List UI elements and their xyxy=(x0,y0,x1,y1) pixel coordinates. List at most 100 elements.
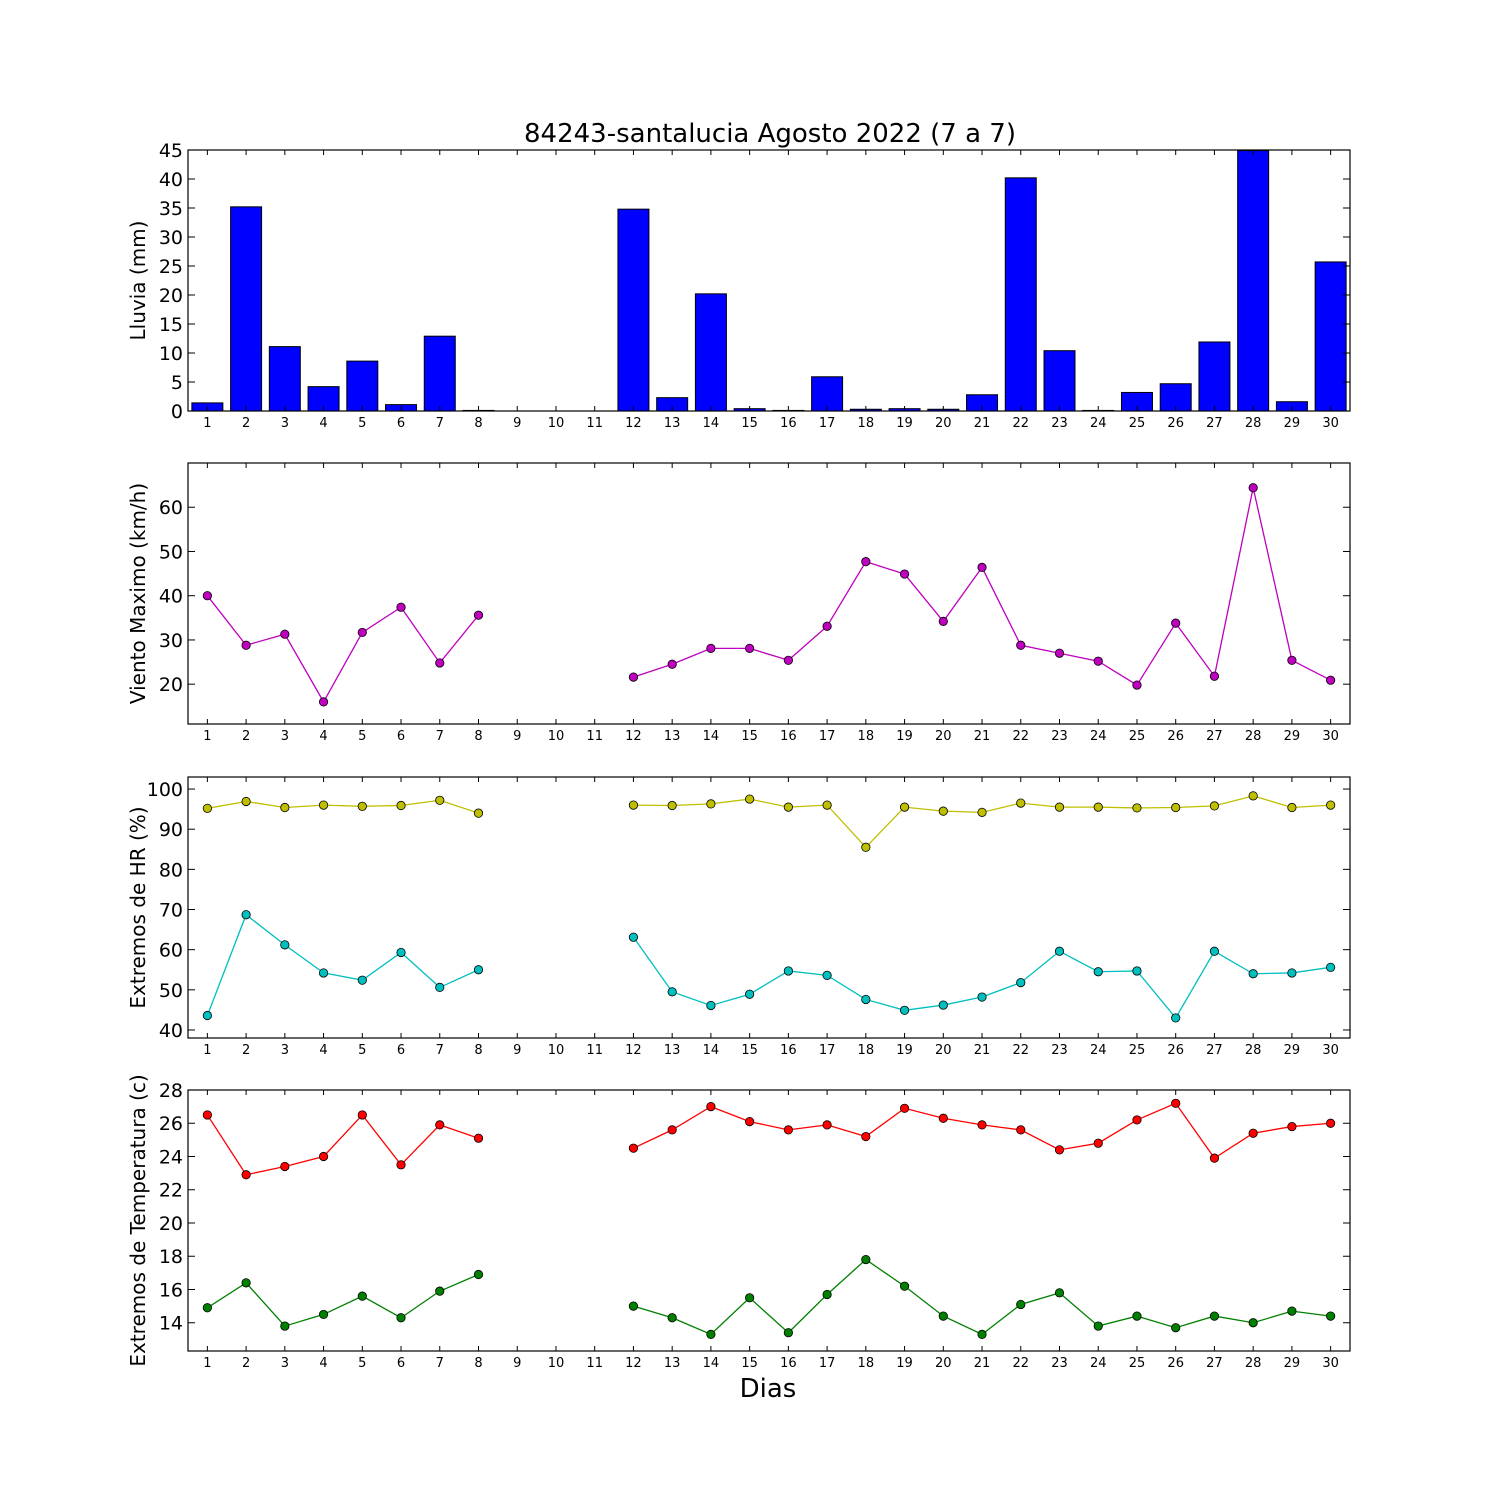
humidity-x-tick-label: 21 xyxy=(974,1043,991,1058)
temperature-x-tick-label: 19 xyxy=(896,1356,913,1371)
temperature-series-1-point xyxy=(357,1110,367,1120)
humidity-x-tick-label: 11 xyxy=(586,1043,603,1058)
humidity-y-tick-label: 100 xyxy=(147,779,183,801)
temperature-x-tick-label: 20 xyxy=(935,1356,952,1371)
humidity-series-2-point xyxy=(861,994,871,1005)
temperature-x-tick-label: 13 xyxy=(664,1356,681,1371)
humidity-series-1-point xyxy=(357,801,367,811)
rainfall-x-tick-label: 29 xyxy=(1284,416,1301,431)
temperature-series-1-point xyxy=(745,1116,755,1127)
humidity-series-1-point xyxy=(628,800,639,810)
wind-series-1-point xyxy=(1054,648,1065,658)
temperature-x-tick-label: 2 xyxy=(242,1356,250,1371)
rainfall-x-tick-label: 23 xyxy=(1051,416,1068,431)
temperature-x-tick-label: 28 xyxy=(1245,1356,1262,1371)
temperature-series-2-point xyxy=(241,1278,251,1288)
temperature-series-2-point xyxy=(1093,1321,1103,1331)
temperature-x-tick-label: 30 xyxy=(1322,1356,1339,1371)
humidity-series-2-point xyxy=(280,940,290,950)
wind-x-tick-label: 7 xyxy=(436,729,444,744)
humidity-x-tick-label: 22 xyxy=(1012,1043,1029,1058)
humidity-x-tick-label: 14 xyxy=(703,1043,720,1058)
humidity-series-2-point xyxy=(628,932,639,942)
humidity-series-1-point xyxy=(1248,791,1258,801)
temperature-series-2-point xyxy=(667,1313,677,1323)
humidity-x-tick-label: 9 xyxy=(513,1043,521,1058)
rainfall-bar xyxy=(811,376,844,412)
humidity-x-tick-label: 29 xyxy=(1284,1043,1301,1058)
rainfall-x-tick-label: 8 xyxy=(474,416,482,431)
temperature-series-1-point xyxy=(1171,1098,1181,1108)
humidity-series-2-point xyxy=(1248,969,1258,979)
humidity-series-1-point xyxy=(938,806,948,816)
rainfall-y-tick-label: 20 xyxy=(159,285,183,307)
temperature-x-tick-label: 27 xyxy=(1206,1356,1223,1371)
temperature-series-2-line xyxy=(207,1273,479,1327)
humidity-series-2-point xyxy=(241,910,251,920)
wind-x-tick-label: 19 xyxy=(896,729,913,744)
wind-x-tick-label: 22 xyxy=(1012,729,1029,744)
rainfall-y-tick-label: 35 xyxy=(159,198,183,220)
humidity-x-tick-label: 24 xyxy=(1090,1043,1107,1058)
temperature-series-2-point xyxy=(435,1286,445,1296)
temperature-x-tick-label: 9 xyxy=(513,1356,521,1371)
humidity-series-1-point xyxy=(1093,802,1103,812)
humidity-x-tick-label: 1 xyxy=(203,1043,211,1058)
humidity-series-2-point xyxy=(1016,977,1026,988)
humidity-x-tick-label: 20 xyxy=(935,1043,952,1058)
wind-series-1-point xyxy=(435,658,445,668)
temperature-series-1-point xyxy=(861,1131,871,1142)
humidity-series-2-point xyxy=(938,1000,948,1010)
humidity-x-tick-label: 30 xyxy=(1322,1043,1339,1058)
humidity-series-2-point xyxy=(473,965,484,975)
wind-x-tick-label: 15 xyxy=(741,729,758,744)
wind-series-1-point xyxy=(1248,483,1258,493)
rainfall-x-tick-label: 15 xyxy=(741,416,758,431)
wind-x-tick-label: 16 xyxy=(780,729,797,744)
humidity-x-tick-label: 28 xyxy=(1245,1043,1262,1058)
temperature-series-1-point xyxy=(473,1133,484,1143)
rainfall-bar xyxy=(268,346,301,412)
temperature-series-2-point xyxy=(977,1329,987,1339)
rainfall-y-tick-label: 25 xyxy=(159,256,183,278)
temperature-series-2-point xyxy=(938,1311,948,1321)
temperature-x-tick-label: 11 xyxy=(586,1356,603,1371)
rainfall-bar xyxy=(230,206,263,412)
temperature-series-2-point xyxy=(1287,1306,1297,1316)
humidity-series-1-point xyxy=(1054,802,1065,812)
wind-series-1-line xyxy=(633,487,1331,686)
humidity-series-2-point xyxy=(202,1010,212,1021)
temperature-y-tick-label: 18 xyxy=(159,1246,183,1268)
rainfall-panel: 1 2 3 4 5 6 7 8 9 10 11 12 13 14 15 16 17 18 19 20 21 22 23 24 2… xyxy=(126,140,1351,431)
wind-x-tick-label: 3 xyxy=(281,729,289,744)
humidity-series-2-point xyxy=(667,987,677,997)
temperature-series-1-point xyxy=(280,1161,290,1172)
temperature-series-2-point xyxy=(473,1269,484,1280)
humidity-x-tick-label: 17 xyxy=(819,1043,836,1058)
humidity-series-1-point xyxy=(667,800,677,811)
humidity-series-2-point xyxy=(899,1005,910,1015)
rainfall-x-tick-label: 6 xyxy=(397,416,405,431)
humidity-x-tick-label: 5 xyxy=(358,1043,366,1058)
humidity-x-tick-label: 2 xyxy=(242,1043,250,1058)
temperature-series-2-point xyxy=(706,1329,716,1339)
rainfall-x-tick-label: 24 xyxy=(1090,416,1107,431)
temperature-series-1-point xyxy=(822,1120,832,1130)
rainfall-y-tick-label: 0 xyxy=(171,401,183,423)
rainfall-y-tick-label: 40 xyxy=(159,169,183,191)
wind-series-1-line xyxy=(206,595,480,704)
rainfall-x-tick-label: 10 xyxy=(548,416,565,431)
rainfall-x-tick-label: 5 xyxy=(358,416,366,431)
temperature-x-tick-label: 17 xyxy=(819,1356,836,1371)
temperature-x-tick-label: 6 xyxy=(397,1356,405,1371)
humidity-x-tick-label: 12 xyxy=(625,1043,642,1058)
humidity-series-2-point xyxy=(1093,967,1103,977)
temperature-x-tick-label: 12 xyxy=(625,1356,642,1371)
rainfall-x-tick-label: 22 xyxy=(1012,416,1029,431)
humidity-series-1-point xyxy=(1171,802,1181,813)
temperature-y-tick-label: 24 xyxy=(159,1146,183,1168)
humidity-series-1-point xyxy=(822,800,832,810)
wind-series-1-point xyxy=(1326,675,1336,685)
temperature-series-1-point xyxy=(1132,1115,1142,1125)
